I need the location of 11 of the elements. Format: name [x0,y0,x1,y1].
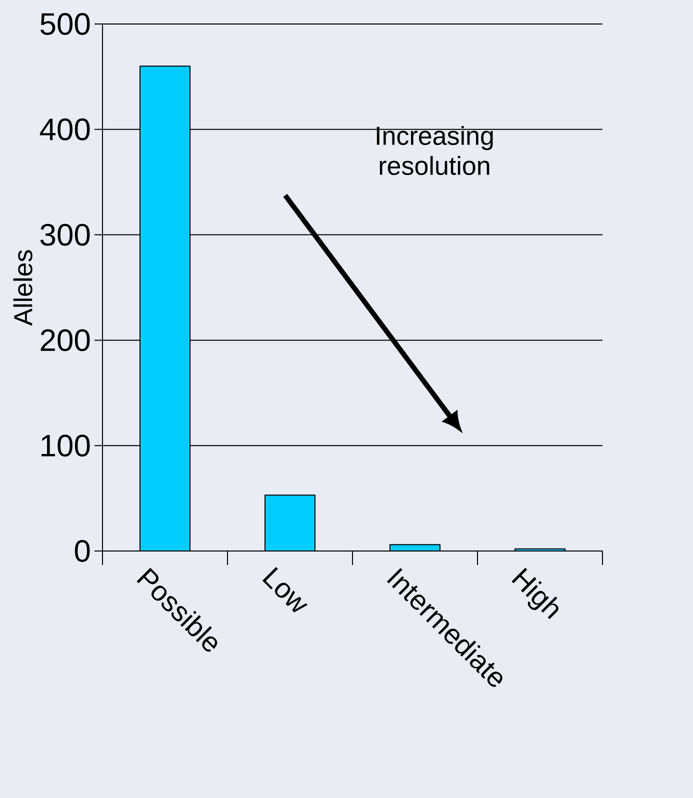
bar [139,66,190,551]
y-tick-label: 0 [74,540,90,562]
x-tick-label: Low [262,567,308,612]
y-tick-label: 100 [42,434,90,457]
y-tick-label: 300 [40,224,90,246]
y-axis-title: Alleles [13,250,32,326]
y-tick-label: 400 [40,118,90,140]
y-tick-label: 200 [40,329,90,352]
annotation: Increasing resolution [376,126,493,176]
bar [264,494,316,551]
y-tick-label: 500 [40,13,90,35]
